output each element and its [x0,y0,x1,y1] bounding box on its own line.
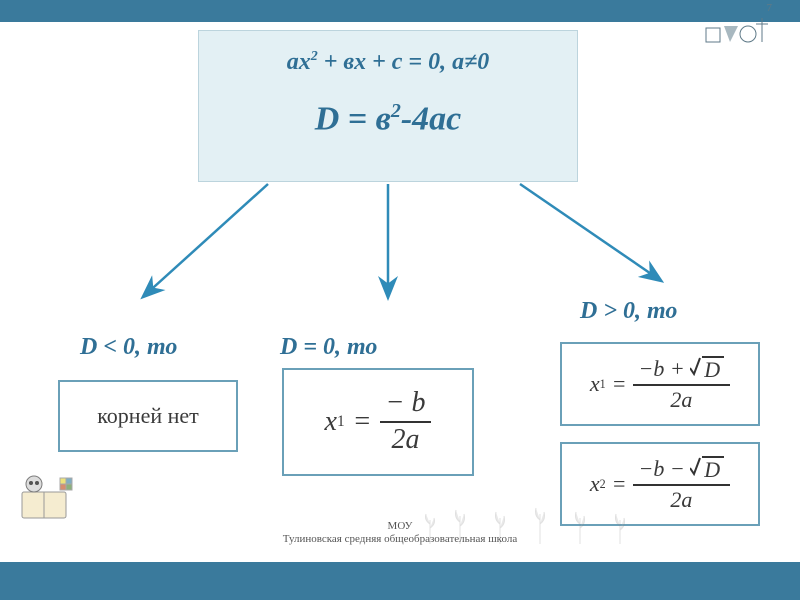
case-label-zero: D = 0, то [280,334,377,361]
footer-line1: МОУ [0,520,800,533]
corner-decoration: 7 [704,6,776,49]
arrow-left [144,184,268,296]
bottom-bar [0,562,800,600]
main-formula-box: ах2 + вх + с = 0, а≠0 D = в2-4ас [198,30,578,182]
book-icon [16,462,80,526]
case-label-positive: D > 0, то [580,298,677,325]
arrow-right [520,184,660,280]
footer: МОУ Тулиновская средняя общеобразователь… [0,520,800,546]
page-number: 7 [767,2,773,14]
no-roots-text: корней нет [97,403,199,429]
case-label-negative: D < 0, то [80,334,177,361]
discriminant-formula: D = в2-4ас [199,100,577,138]
quadratic-equation: ах2 + вх + с = 0, а≠0 [199,49,577,76]
result-box-root-1: x1 = −b + D 2a [560,342,760,426]
footer-line2: Тулиновская средняя общеобразовательная … [0,533,800,546]
top-bar [0,0,800,22]
result-box-one-root: x1 = − b 2a [282,368,474,476]
result-box-no-roots: корней нет [58,380,238,452]
